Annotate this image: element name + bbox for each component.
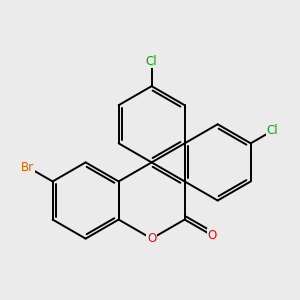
Text: Cl: Cl (266, 124, 278, 137)
Text: Br: Br (21, 161, 34, 174)
Text: Cl: Cl (146, 55, 158, 68)
Text: O: O (147, 232, 156, 245)
Text: O: O (207, 229, 216, 242)
